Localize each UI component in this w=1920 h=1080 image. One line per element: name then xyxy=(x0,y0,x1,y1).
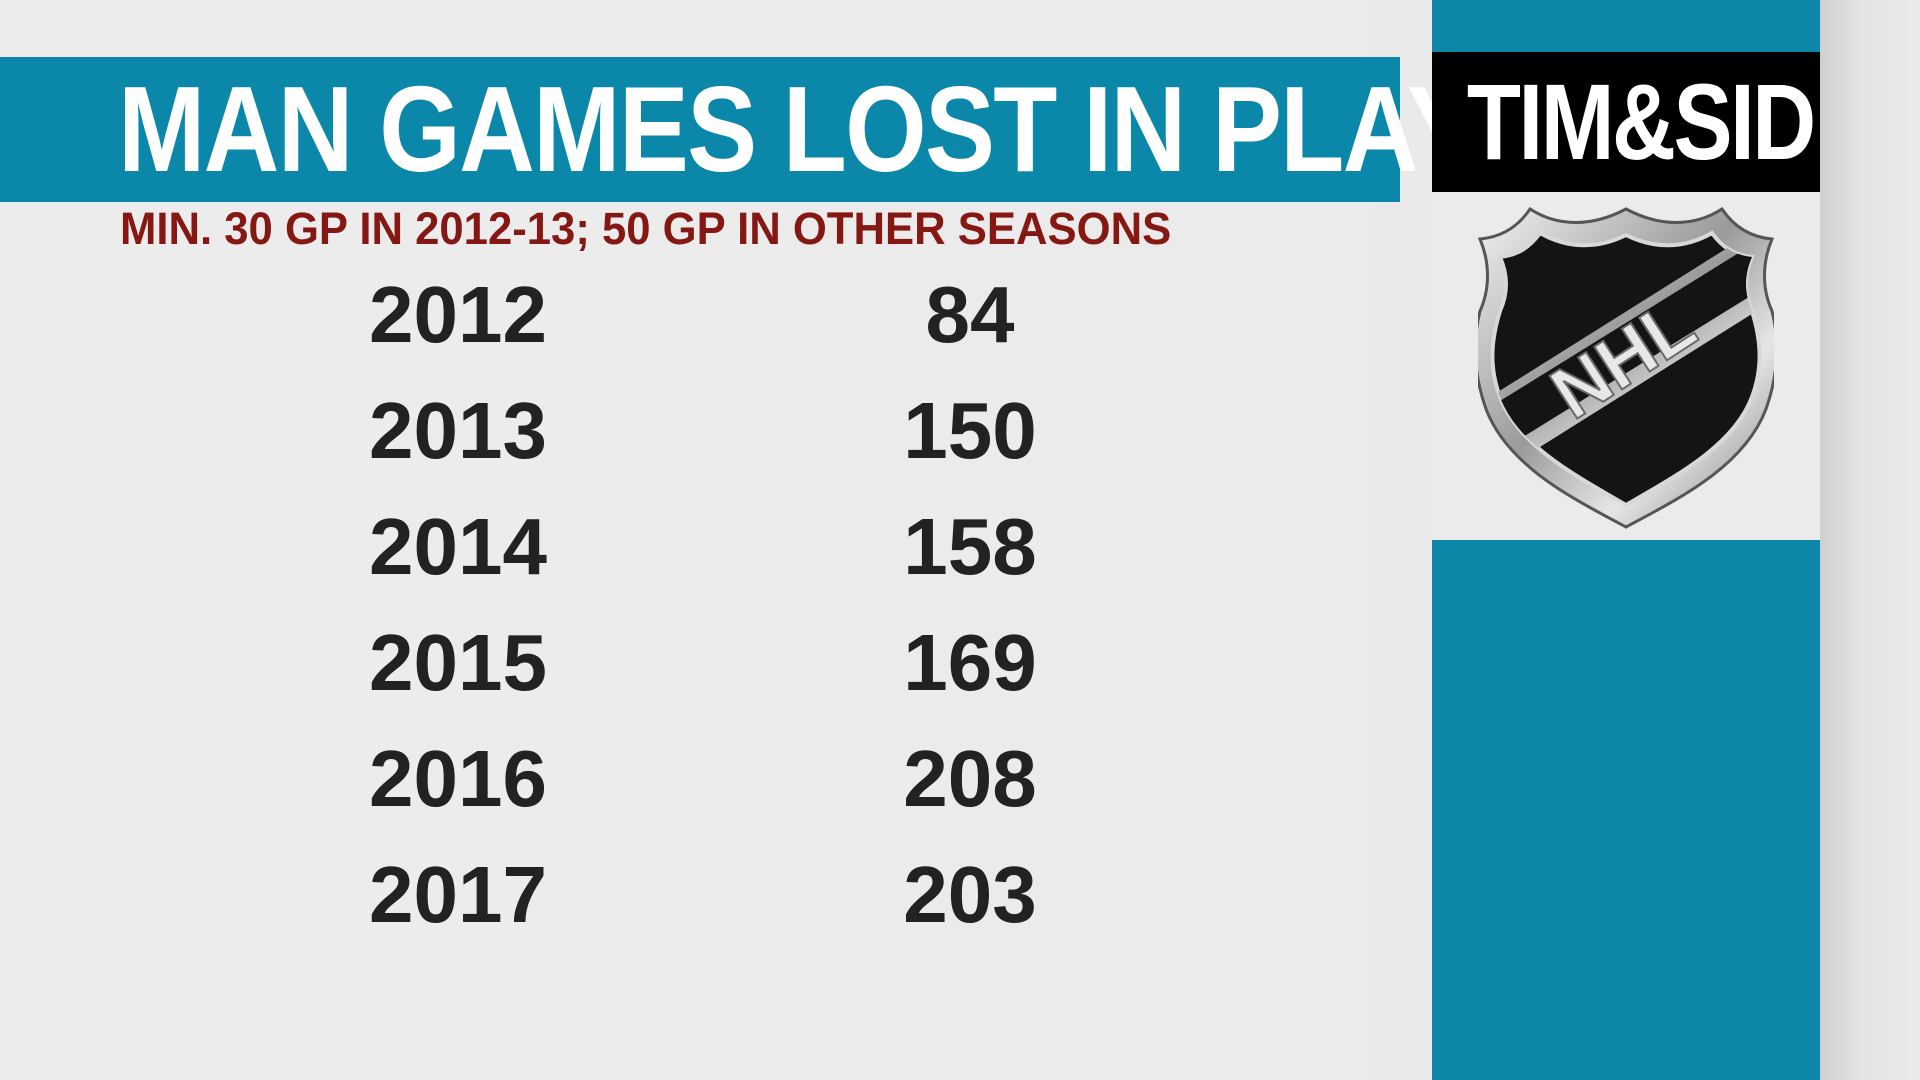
panel-shadow xyxy=(1820,0,1920,1080)
table-row: 2016 208 xyxy=(0,729,1400,829)
year-cell: 2016 xyxy=(369,734,547,823)
nhl-logo-icon: NHL xyxy=(1478,206,1774,529)
table-row: 2012 84 xyxy=(0,265,1400,365)
nhl-shield-logo: NHL xyxy=(1478,205,1774,530)
games-lost-cell: 208 xyxy=(903,734,1037,823)
brand-box xyxy=(1432,52,1820,192)
games-lost-cell: 203 xyxy=(903,850,1037,939)
page-subtitle: MIN. 30 GP IN 2012-13; 50 GP IN OTHER SE… xyxy=(120,203,1172,254)
games-lost-cell: 158 xyxy=(903,502,1037,591)
year-cell: 2017 xyxy=(369,850,547,939)
year-cell: 2015 xyxy=(369,618,547,707)
table-row: 2015 169 xyxy=(0,613,1400,713)
games-lost-cell: 84 xyxy=(925,270,1015,359)
year-cell: 2014 xyxy=(369,502,547,591)
title-banner xyxy=(0,57,1400,202)
year-cell: 2013 xyxy=(369,386,547,475)
table-row: 2013 150 xyxy=(0,381,1400,481)
table-row: 2014 158 xyxy=(0,497,1400,597)
year-cell: 2012 xyxy=(369,270,547,359)
games-lost-cell: 150 xyxy=(903,386,1037,475)
games-lost-cell: 169 xyxy=(903,618,1037,707)
table-row: 2017 203 xyxy=(0,845,1400,945)
brand-logo-text: TIM&SID xyxy=(1466,61,1816,182)
page-title: MAN GAMES LOST IN PLAYOFFS xyxy=(118,61,1750,197)
